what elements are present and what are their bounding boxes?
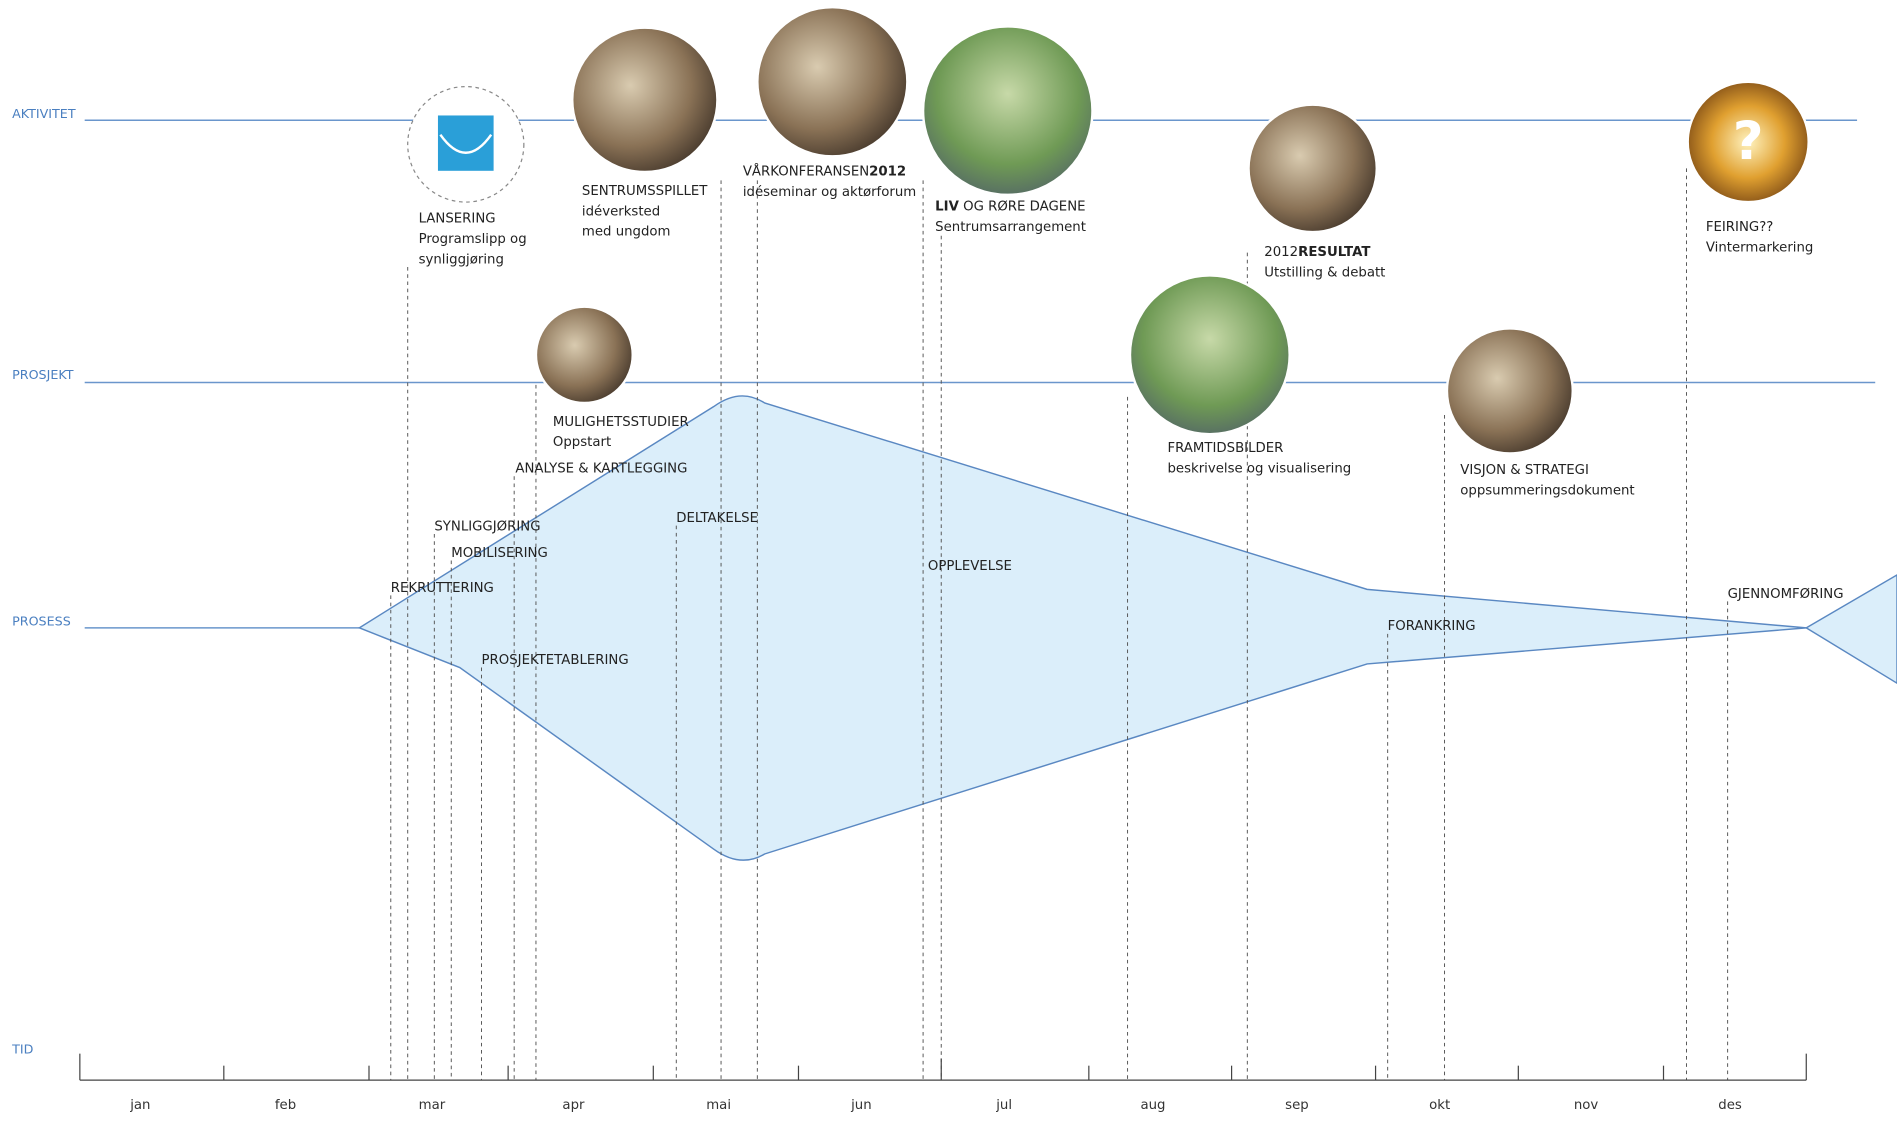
process-label: ANALYSE & KARTLEGGING — [515, 462, 687, 477]
month-label: mar — [419, 1098, 446, 1113]
event-line: med ungdom — [582, 225, 671, 240]
event-title: VISJON & STRATEGI — [1460, 463, 1589, 478]
month-label: feb — [275, 1098, 296, 1113]
photo — [1128, 274, 1291, 436]
title-part: FEIRING?? — [1706, 220, 1773, 235]
process-label: PROSJEKTETABLERING — [482, 653, 629, 668]
event-title: LANSERING — [419, 212, 496, 227]
photo — [1445, 327, 1574, 455]
process-label: REKRUTTERING — [391, 581, 494, 596]
month-label: apr — [562, 1098, 585, 1113]
title-part: VISJON & STRATEGI — [1460, 463, 1589, 478]
event-line: synliggjøring — [419, 252, 504, 267]
title-part: VÅRKONFERANSEN — [743, 163, 869, 180]
photos: ? — [407, 6, 1810, 455]
title-part: LANSERING — [419, 212, 496, 227]
event-title: LIV OG RØRE DAGENE — [935, 200, 1085, 215]
title-part: 2012 — [869, 165, 906, 180]
photo — [1686, 80, 1810, 204]
event-line: idéverksted — [582, 203, 660, 219]
event-title: 2012RESULTAT — [1264, 245, 1370, 260]
month-label: aug — [1140, 1098, 1165, 1113]
photo — [921, 25, 1094, 197]
process-label: OPPLEVELSE — [928, 559, 1012, 574]
row-label: TID — [11, 1042, 33, 1057]
photo — [756, 6, 909, 158]
month-label: okt — [1429, 1098, 1450, 1113]
event-title: FRAMTIDSBILDER — [1167, 441, 1283, 456]
row-label: PROSJEKT — [12, 367, 74, 382]
title-part: MULIGHETSSTUDIER — [553, 415, 689, 430]
process-label: SYNLIGGJØRING — [434, 519, 540, 534]
month-label: des — [1718, 1098, 1742, 1113]
month-label: mai — [706, 1098, 731, 1113]
photo — [571, 26, 719, 174]
month-label: jul — [995, 1098, 1012, 1113]
title-part: SENTRUMSSPILLET — [582, 184, 708, 199]
event-line: oppsummeringsdokument — [1460, 483, 1634, 498]
title-part: 2012 — [1264, 245, 1298, 260]
process-label: MOBILISERING — [451, 546, 548, 561]
event-title: SENTRUMSSPILLET — [582, 184, 708, 199]
process-shape-next — [1804, 574, 1897, 685]
title-part: FRAMTIDSBILDER — [1167, 441, 1283, 456]
month-label: nov — [1574, 1098, 1599, 1113]
event-title: FEIRING?? — [1706, 220, 1773, 235]
labels: AKTIVITET PROSJEKT PROSESS TID jan feb mar apr m… — [11, 106, 1843, 1113]
question-mark: ? — [1733, 110, 1764, 172]
logo-swoosh — [439, 134, 493, 154]
month-label: sep — [1285, 1098, 1309, 1113]
month-label: jan — [129, 1098, 150, 1113]
title-part: OG RØRE DAGENE — [959, 200, 1086, 215]
time-axis — [79, 1053, 1807, 1081]
month-ticks — [223, 1065, 1665, 1081]
event-title: MULIGHETSSTUDIER — [553, 415, 689, 430]
row-label: PROSESS — [12, 613, 71, 628]
event-line: idéseminar og aktørforum — [743, 184, 916, 200]
event-line: Oppstart — [553, 435, 611, 450]
event-line: Programslipp og — [419, 232, 527, 247]
title-part: RESULTAT — [1298, 245, 1370, 260]
photo — [1247, 103, 1378, 234]
process-label: DELTAKELSE — [676, 511, 758, 526]
month-label: jun — [850, 1098, 872, 1113]
photo — [534, 305, 634, 405]
process-label: FORANKRING — [1388, 619, 1476, 634]
row-label: AKTIVITET — [12, 106, 76, 121]
event-line: Sentrumsarrangement — [935, 220, 1086, 235]
event-title: VÅRKONFERANSEN2012 — [743, 163, 906, 180]
title-part: LIV — [935, 200, 959, 215]
event-line: Utstilling & debatt — [1264, 266, 1385, 281]
event-line: beskrivelse og visualisering — [1167, 462, 1351, 477]
event-line: Vintermarkering — [1706, 240, 1813, 255]
process-label: GJENNOMFØRING — [1728, 587, 1844, 602]
